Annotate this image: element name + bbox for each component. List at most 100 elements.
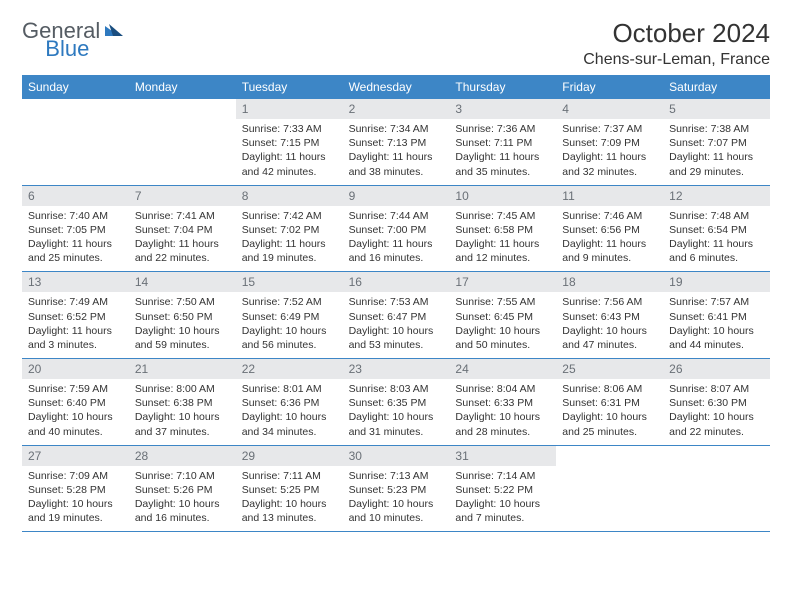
day-cell: 27Sunrise: 7:09 AMSunset: 5:28 PMDayligh… xyxy=(22,446,129,532)
day-body: Sunrise: 7:33 AMSunset: 7:15 PMDaylight:… xyxy=(236,119,343,185)
day-body: Sunrise: 8:07 AMSunset: 6:30 PMDaylight:… xyxy=(663,379,770,445)
day-body: Sunrise: 7:38 AMSunset: 7:07 PMDaylight:… xyxy=(663,119,770,185)
day-number: 16 xyxy=(343,272,450,292)
dayname-cell: Wednesday xyxy=(343,75,450,99)
day-body: Sunrise: 7:53 AMSunset: 6:47 PMDaylight:… xyxy=(343,292,450,358)
day-cell: 20Sunrise: 7:59 AMSunset: 6:40 PMDayligh… xyxy=(22,359,129,445)
day-body: Sunrise: 7:14 AMSunset: 5:22 PMDaylight:… xyxy=(449,466,556,532)
day-cell: 19Sunrise: 7:57 AMSunset: 6:41 PMDayligh… xyxy=(663,272,770,358)
day-body: Sunrise: 7:52 AMSunset: 6:49 PMDaylight:… xyxy=(236,292,343,358)
day-body: Sunrise: 7:57 AMSunset: 6:41 PMDaylight:… xyxy=(663,292,770,358)
day-number: 21 xyxy=(129,359,236,379)
week-row: 13Sunrise: 7:49 AMSunset: 6:52 PMDayligh… xyxy=(22,272,770,359)
day-cell: 7Sunrise: 7:41 AMSunset: 7:04 PMDaylight… xyxy=(129,186,236,272)
day-number: 17 xyxy=(449,272,556,292)
dayname-cell: Friday xyxy=(556,75,663,99)
dayname-cell: Thursday xyxy=(449,75,556,99)
day-number: 3 xyxy=(449,99,556,119)
day-body: Sunrise: 7:59 AMSunset: 6:40 PMDaylight:… xyxy=(22,379,129,445)
day-body: Sunrise: 7:34 AMSunset: 7:13 PMDaylight:… xyxy=(343,119,450,185)
day-cell: 1Sunrise: 7:33 AMSunset: 7:15 PMDaylight… xyxy=(236,99,343,185)
day-body: Sunrise: 7:11 AMSunset: 5:25 PMDaylight:… xyxy=(236,466,343,532)
day-cell: 5Sunrise: 7:38 AMSunset: 7:07 PMDaylight… xyxy=(663,99,770,185)
brand-logo: General Blue xyxy=(22,18,171,44)
week-row: 1Sunrise: 7:33 AMSunset: 7:15 PMDaylight… xyxy=(22,99,770,186)
day-number: 15 xyxy=(236,272,343,292)
day-number: 31 xyxy=(449,446,556,466)
week-row: 27Sunrise: 7:09 AMSunset: 5:28 PMDayligh… xyxy=(22,446,770,533)
day-body: Sunrise: 7:49 AMSunset: 6:52 PMDaylight:… xyxy=(22,292,129,358)
day-cell: 15Sunrise: 7:52 AMSunset: 6:49 PMDayligh… xyxy=(236,272,343,358)
day-cell: 14Sunrise: 7:50 AMSunset: 6:50 PMDayligh… xyxy=(129,272,236,358)
day-body: Sunrise: 7:55 AMSunset: 6:45 PMDaylight:… xyxy=(449,292,556,358)
day-cell: 18Sunrise: 7:56 AMSunset: 6:43 PMDayligh… xyxy=(556,272,663,358)
day-body: Sunrise: 7:13 AMSunset: 5:23 PMDaylight:… xyxy=(343,466,450,532)
day-number: 5 xyxy=(663,99,770,119)
month-title: October 2024 xyxy=(583,18,770,49)
dayname-cell: Tuesday xyxy=(236,75,343,99)
day-number: 10 xyxy=(449,186,556,206)
day-number: 22 xyxy=(236,359,343,379)
day-cell: 29Sunrise: 7:11 AMSunset: 5:25 PMDayligh… xyxy=(236,446,343,532)
day-body: Sunrise: 7:36 AMSunset: 7:11 PMDaylight:… xyxy=(449,119,556,185)
day-cell: 30Sunrise: 7:13 AMSunset: 5:23 PMDayligh… xyxy=(343,446,450,532)
day-number: 14 xyxy=(129,272,236,292)
day-number: 26 xyxy=(663,359,770,379)
day-cell: 21Sunrise: 8:00 AMSunset: 6:38 PMDayligh… xyxy=(129,359,236,445)
day-cell: 4Sunrise: 7:37 AMSunset: 7:09 PMDaylight… xyxy=(556,99,663,185)
day-cell: 12Sunrise: 7:48 AMSunset: 6:54 PMDayligh… xyxy=(663,186,770,272)
day-number: 11 xyxy=(556,186,663,206)
day-cell: 17Sunrise: 7:55 AMSunset: 6:45 PMDayligh… xyxy=(449,272,556,358)
day-cell xyxy=(129,99,236,185)
day-cell xyxy=(663,446,770,532)
day-number: 18 xyxy=(556,272,663,292)
day-number: 27 xyxy=(22,446,129,466)
day-body: Sunrise: 8:06 AMSunset: 6:31 PMDaylight:… xyxy=(556,379,663,445)
day-number: 29 xyxy=(236,446,343,466)
day-number: 19 xyxy=(663,272,770,292)
day-cell: 24Sunrise: 8:04 AMSunset: 6:33 PMDayligh… xyxy=(449,359,556,445)
day-body: Sunrise: 7:40 AMSunset: 7:05 PMDaylight:… xyxy=(22,206,129,272)
day-body: Sunrise: 8:01 AMSunset: 6:36 PMDaylight:… xyxy=(236,379,343,445)
calendar-grid: SundayMondayTuesdayWednesdayThursdayFrid… xyxy=(22,75,770,532)
day-cell: 10Sunrise: 7:45 AMSunset: 6:58 PMDayligh… xyxy=(449,186,556,272)
day-number: 25 xyxy=(556,359,663,379)
day-number: 30 xyxy=(343,446,450,466)
day-cell: 26Sunrise: 8:07 AMSunset: 6:30 PMDayligh… xyxy=(663,359,770,445)
day-cell: 9Sunrise: 7:44 AMSunset: 7:00 PMDaylight… xyxy=(343,186,450,272)
calendar-page: General Blue October 2024 Chens-sur-Lema… xyxy=(0,0,792,540)
day-cell: 2Sunrise: 7:34 AMSunset: 7:13 PMDaylight… xyxy=(343,99,450,185)
day-number: 7 xyxy=(129,186,236,206)
day-cell: 23Sunrise: 8:03 AMSunset: 6:35 PMDayligh… xyxy=(343,359,450,445)
day-number: 9 xyxy=(343,186,450,206)
day-number: 2 xyxy=(343,99,450,119)
day-body: Sunrise: 7:42 AMSunset: 7:02 PMDaylight:… xyxy=(236,206,343,272)
day-body: Sunrise: 7:10 AMSunset: 5:26 PMDaylight:… xyxy=(129,466,236,532)
day-number: 20 xyxy=(22,359,129,379)
day-cell: 28Sunrise: 7:10 AMSunset: 5:26 PMDayligh… xyxy=(129,446,236,532)
day-body: Sunrise: 7:56 AMSunset: 6:43 PMDaylight:… xyxy=(556,292,663,358)
day-cell: 31Sunrise: 7:14 AMSunset: 5:22 PMDayligh… xyxy=(449,446,556,532)
day-number: 12 xyxy=(663,186,770,206)
location: Chens-sur-Leman, France xyxy=(583,51,770,69)
day-cell: 3Sunrise: 7:36 AMSunset: 7:11 PMDaylight… xyxy=(449,99,556,185)
day-number: 28 xyxy=(129,446,236,466)
day-cell: 6Sunrise: 7:40 AMSunset: 7:05 PMDaylight… xyxy=(22,186,129,272)
day-cell: 22Sunrise: 8:01 AMSunset: 6:36 PMDayligh… xyxy=(236,359,343,445)
day-body: Sunrise: 7:09 AMSunset: 5:28 PMDaylight:… xyxy=(22,466,129,532)
dayname-row: SundayMondayTuesdayWednesdayThursdayFrid… xyxy=(22,75,770,99)
brand-part2: Blue xyxy=(45,36,89,62)
header: General Blue October 2024 Chens-sur-Lema… xyxy=(22,18,770,69)
day-body: Sunrise: 7:37 AMSunset: 7:09 PMDaylight:… xyxy=(556,119,663,185)
dayname-cell: Sunday xyxy=(22,75,129,99)
day-cell: 25Sunrise: 8:06 AMSunset: 6:31 PMDayligh… xyxy=(556,359,663,445)
day-body: Sunrise: 7:50 AMSunset: 6:50 PMDaylight:… xyxy=(129,292,236,358)
title-block: October 2024 Chens-sur-Leman, France xyxy=(583,18,770,69)
day-body: Sunrise: 7:46 AMSunset: 6:56 PMDaylight:… xyxy=(556,206,663,272)
day-cell xyxy=(556,446,663,532)
brand-mark-icon xyxy=(105,22,125,43)
day-body: Sunrise: 7:41 AMSunset: 7:04 PMDaylight:… xyxy=(129,206,236,272)
day-body: Sunrise: 7:45 AMSunset: 6:58 PMDaylight:… xyxy=(449,206,556,272)
day-number: 4 xyxy=(556,99,663,119)
week-row: 6Sunrise: 7:40 AMSunset: 7:05 PMDaylight… xyxy=(22,186,770,273)
